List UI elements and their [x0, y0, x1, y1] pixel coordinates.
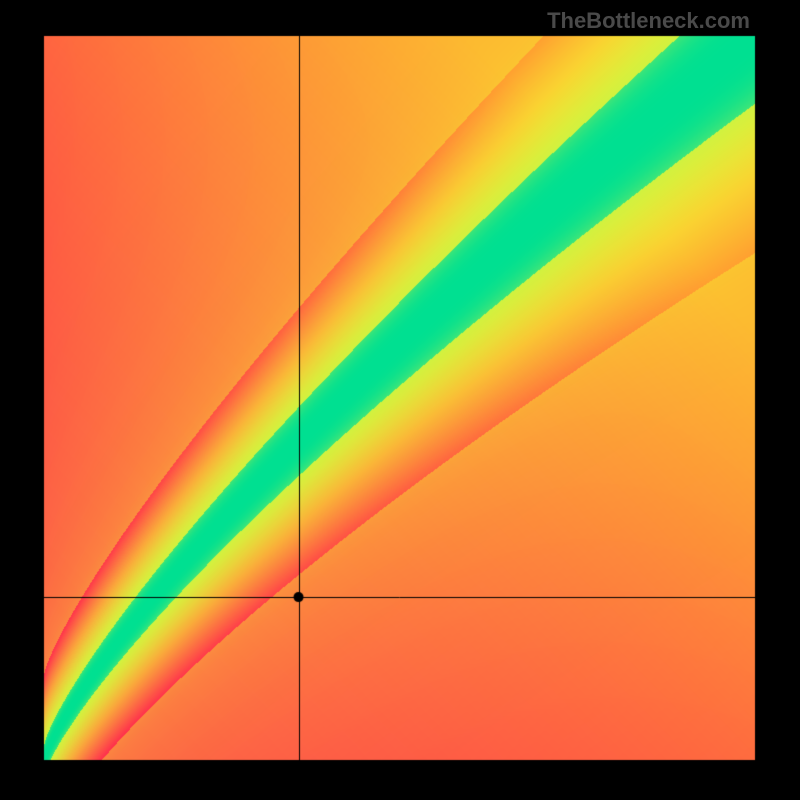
watermark-text: TheBottleneck.com: [547, 8, 750, 34]
bottleneck-heatmap: [0, 0, 800, 800]
chart-container: TheBottleneck.com: [0, 0, 800, 800]
